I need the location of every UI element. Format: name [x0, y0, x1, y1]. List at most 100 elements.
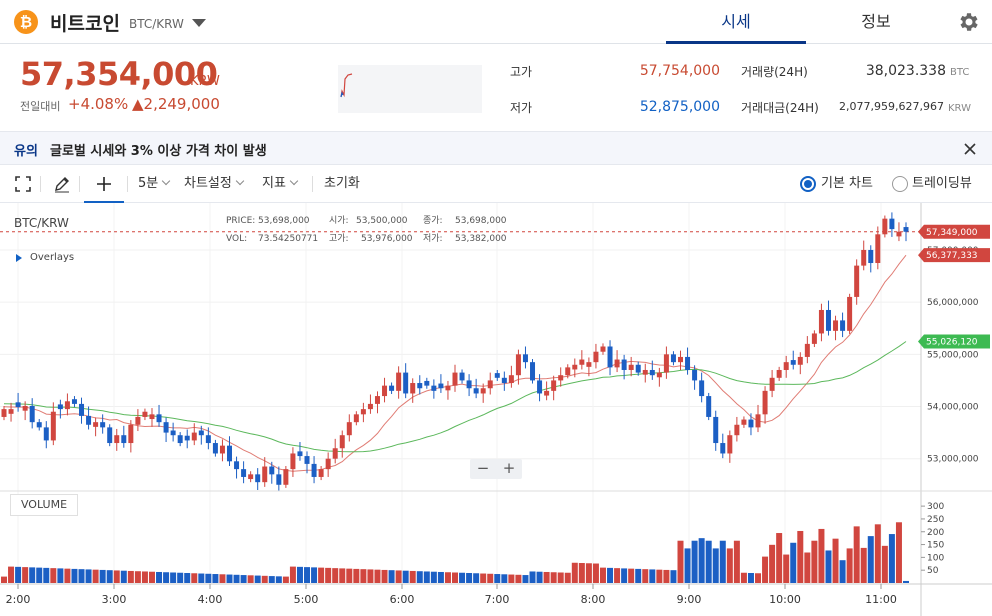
gear-icon[interactable]: [957, 10, 981, 34]
zoom-in-button[interactable]: +: [502, 459, 516, 477]
volume-bar: [367, 569, 374, 583]
volume-bar: [853, 526, 860, 583]
candle-body: [71, 399, 77, 404]
chart-settings-dropdown[interactable]: 차트설정: [184, 165, 245, 203]
tab-info[interactable]: 정보: [861, 12, 891, 31]
volume-bar: [8, 566, 15, 583]
candle-body: [804, 343, 810, 357]
overlays-toggle[interactable]: Overlays: [30, 252, 75, 263]
candle-body: [79, 403, 85, 416]
volume-bar: [466, 573, 473, 583]
candle-body: [480, 388, 486, 394]
candle-body: [389, 385, 395, 391]
volume-bar: [564, 572, 571, 583]
candle-body: [417, 383, 423, 389]
price-chart[interactable]: 57,000,00056,000,00055,000,00054,000,000…: [0, 203, 992, 616]
info-close-label: 종가:: [423, 215, 443, 226]
y-tick-label: 54,000,000: [927, 403, 979, 413]
close-icon[interactable]: [961, 140, 979, 158]
volume-tick-label: 50: [927, 566, 939, 576]
price-tag-label: 56,377,333: [926, 251, 978, 261]
candle-body: [93, 422, 99, 427]
radio-basic-chart[interactable]: [800, 176, 816, 192]
indicators-dropdown[interactable]: 지표: [262, 165, 299, 203]
interval-dropdown[interactable]: 5분: [138, 165, 171, 203]
coin-pair[interactable]: BTC/KRW: [129, 17, 184, 31]
price-unit: KRW: [190, 74, 220, 89]
chart-canvas[interactable]: 57,000,00056,000,00055,000,00054,000,000…: [0, 203, 992, 616]
volume-bar: [571, 562, 578, 583]
candle-body: [861, 249, 867, 266]
volume-bar: [733, 540, 740, 583]
volume-bar: [726, 548, 733, 583]
volume-bar: [480, 573, 487, 583]
change-percent: +4.08%: [68, 95, 129, 113]
candle-body: [847, 296, 853, 331]
volume-bar: [719, 540, 726, 583]
volume-bar: [423, 571, 430, 583]
volume-bar: [818, 528, 825, 583]
candle-body: [262, 466, 268, 483]
volume-bar: [191, 573, 198, 583]
chevron-down-icon[interactable]: [192, 19, 206, 27]
volume-bar: [698, 538, 705, 583]
mini-chart[interactable]: [338, 65, 482, 113]
volume-bar: [325, 567, 332, 583]
volume-bar: [557, 572, 564, 583]
candle-body: [1, 409, 7, 417]
volume-bar: [867, 536, 874, 583]
candle-body: [670, 354, 676, 363]
zoom-out-button[interactable]: −: [476, 459, 490, 477]
candle-body: [64, 401, 70, 410]
volume-bar: [346, 568, 353, 583]
caret-right-icon[interactable]: [16, 254, 22, 262]
pencil-icon[interactable]: [53, 175, 71, 193]
candle-body: [297, 451, 303, 457]
tradingview-label[interactable]: 트레이딩뷰: [912, 176, 972, 191]
volume-bar: [642, 569, 649, 583]
candle-body: [205, 435, 211, 444]
candle-body: [755, 414, 761, 428]
info-close: 53,698,000: [455, 216, 507, 226]
volume-label[interactable]: VOLUME: [10, 494, 78, 516]
candle-body: [685, 356, 691, 370]
current-price: 57,354,000: [20, 55, 218, 93]
price-summary: 57,354,000 KRW 전일대비 +4.08% ▲2,249,000 고가…: [0, 45, 992, 131]
info-price: 53,698,000: [258, 216, 310, 226]
volume-bar: [614, 568, 621, 583]
candle-body: [530, 362, 536, 381]
volume-bar: [881, 545, 888, 583]
x-tick-label: 3:00: [102, 593, 127, 606]
volume-bar: [769, 544, 776, 583]
candle-body: [241, 469, 247, 477]
high-value: 57,754,000: [639, 63, 720, 79]
coin-name[interactable]: 비트코인: [50, 13, 120, 35]
x-tick-label: 5:00: [294, 593, 319, 606]
basic-chart-label[interactable]: 기본 차트: [821, 176, 873, 191]
volume-bar: [177, 572, 184, 583]
change-amount: ▲2,249,000: [132, 95, 220, 113]
volume-bar: [712, 548, 719, 583]
volume-bar: [740, 572, 747, 583]
candle-body: [537, 380, 543, 394]
price-tag: 55,026,120: [918, 334, 990, 349]
crosshair-tool[interactable]: [84, 165, 124, 203]
candle-body: [212, 443, 218, 454]
volume-bar: [755, 573, 762, 583]
x-tick-label: 4:00: [198, 593, 223, 606]
radio-tradingview[interactable]: [892, 176, 908, 192]
reset-button[interactable]: 초기화: [324, 176, 360, 191]
volume-bar: [691, 540, 698, 583]
candle-body: [283, 469, 289, 485]
candle-body: [678, 356, 683, 363]
price-tag-label: 55,026,120: [926, 337, 978, 347]
candle-body: [339, 435, 345, 449]
tab-quote[interactable]: 시세: [666, 0, 806, 44]
volume-bar: [134, 571, 141, 583]
fullscreen-icon[interactable]: [15, 176, 31, 192]
high-label: 고가: [510, 65, 533, 79]
volume-bar: [36, 567, 43, 583]
volume-bar: [50, 568, 57, 583]
candle-body: [607, 346, 613, 368]
candle-body: [586, 362, 592, 367]
